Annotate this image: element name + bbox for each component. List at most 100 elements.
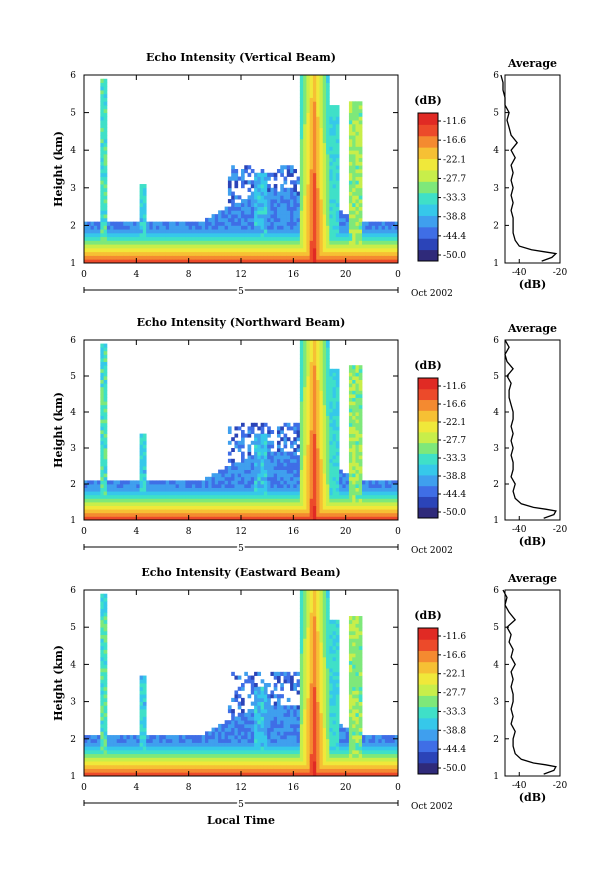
- heatmap-cell: [335, 210, 340, 215]
- heatmap-cell: [355, 180, 360, 185]
- heatmap-cell: [312, 509, 317, 514]
- heatmap-cell: [231, 462, 235, 467]
- heatmap-cell: [335, 127, 340, 132]
- heatmap-cell: [352, 498, 356, 503]
- heatmap-cell: [106, 484, 111, 488]
- heatmap-cell: [208, 742, 212, 747]
- heatmap-cell: [316, 180, 320, 185]
- heatmap-cell: [329, 455, 333, 460]
- heatmap-cell: [326, 225, 330, 230]
- heatmap-cell: [391, 236, 396, 241]
- heatmap-cell: [358, 232, 363, 238]
- heatmap-cell: [303, 358, 307, 362]
- heatmap-cell: [352, 116, 356, 121]
- heatmap-cell: [352, 172, 356, 177]
- heatmap-cell: [290, 225, 294, 230]
- heatmap-cell: [283, 476, 288, 481]
- heatmap-cell: [185, 502, 190, 506]
- heatmap-cell: [286, 199, 291, 204]
- heatmap-cell: [306, 419, 311, 424]
- heatmap-cell: [100, 749, 105, 755]
- heatmap-cell: [237, 251, 242, 256]
- heatmap-cell: [260, 195, 265, 200]
- heatmap-cell: [155, 484, 160, 488]
- heatmap-cell: [312, 487, 317, 492]
- heatmap-cell: [100, 108, 105, 113]
- heatmap-cell: [332, 422, 337, 427]
- heatmap-cell: [103, 638, 108, 643]
- heatmap-cell: [97, 761, 101, 766]
- heatmap-cell: [241, 217, 245, 223]
- heatmap-cell: [286, 426, 291, 431]
- heatmap-cell: [303, 458, 307, 463]
- heatmap-cell: [146, 753, 150, 758]
- heatmap-cell: [326, 376, 330, 380]
- heatmap-cell: [303, 161, 307, 166]
- heatmap-cell: [97, 753, 101, 758]
- heatmap-cell: [306, 394, 311, 398]
- heatmap-cell: [159, 221, 163, 226]
- heatmap-cell: [126, 487, 131, 492]
- heatmap-cell: [332, 120, 337, 125]
- heatmap-cell: [306, 199, 311, 204]
- heatmap-cell: [352, 131, 356, 136]
- heatmap-cell: [175, 247, 180, 253]
- heatmap-cell: [214, 509, 219, 514]
- heatmap-cell: [348, 157, 353, 162]
- heatmap-cell: [394, 251, 399, 256]
- heatmap-cell: [211, 742, 216, 747]
- heatmap-cell: [329, 498, 333, 503]
- heatmap-cell: [391, 480, 396, 485]
- colorbar-swatch: [418, 169, 438, 182]
- heatmap-cell: [391, 502, 396, 506]
- heatmap-cell: [100, 612, 105, 617]
- heatmap-cell: [231, 720, 235, 725]
- heatmap-cell: [195, 757, 199, 762]
- heatmap-cell: [205, 749, 209, 755]
- heatmap-cell: [322, 426, 327, 431]
- heatmap-cell: [280, 236, 284, 241]
- heatmap-cell: [352, 232, 356, 238]
- heatmap-cell: [155, 232, 160, 238]
- heatmap-cell: [211, 476, 216, 481]
- heatmap-cell: [201, 244, 206, 249]
- heatmap-cell: [303, 444, 307, 449]
- heatmap-cell: [283, 466, 288, 470]
- heatmap-cell: [319, 244, 324, 249]
- heatmap-cell: [319, 487, 324, 492]
- colorbar-unit: (dB): [414, 359, 441, 372]
- heatmap-cell: [306, 123, 311, 129]
- heatmap-cell: [326, 165, 330, 170]
- heatmap-cell: [244, 764, 248, 769]
- heatmap-cell: [211, 214, 216, 219]
- heatmap-cell: [276, 491, 281, 496]
- heatmap-cell: [352, 210, 356, 215]
- heatmap-cell: [250, 469, 255, 474]
- heatmap-cell: [326, 176, 330, 181]
- heatmap-cell: [126, 753, 131, 758]
- heatmap-cell: [312, 480, 317, 485]
- heatmap-cell: [283, 240, 288, 245]
- heatmap-cell: [208, 491, 212, 496]
- heatmap-cell: [254, 206, 258, 211]
- heatmap-cell: [286, 466, 291, 470]
- heatmap-cell: [293, 229, 297, 234]
- heatmap-cell: [283, 221, 288, 226]
- heatmap-cell: [244, 210, 248, 215]
- heatmap-cell: [100, 78, 105, 83]
- heatmap-cell: [146, 757, 150, 762]
- heatmap-cell: [103, 240, 108, 245]
- heatmap-cell: [299, 487, 304, 492]
- heatmap-cell: [345, 221, 350, 226]
- heatmap-cell: [293, 491, 297, 496]
- heatmap-cell: [250, 505, 255, 510]
- heatmap-cell: [322, 473, 327, 478]
- heatmap-cell: [100, 656, 105, 662]
- heatmap-cell: [106, 240, 111, 245]
- heatmap-cell: [355, 376, 360, 380]
- heatmap-cell: [388, 505, 392, 510]
- heatmap-cell: [280, 206, 284, 211]
- heatmap-cell: [355, 120, 360, 125]
- heatmap-cell: [263, 206, 268, 211]
- heatmap-cell: [286, 187, 291, 192]
